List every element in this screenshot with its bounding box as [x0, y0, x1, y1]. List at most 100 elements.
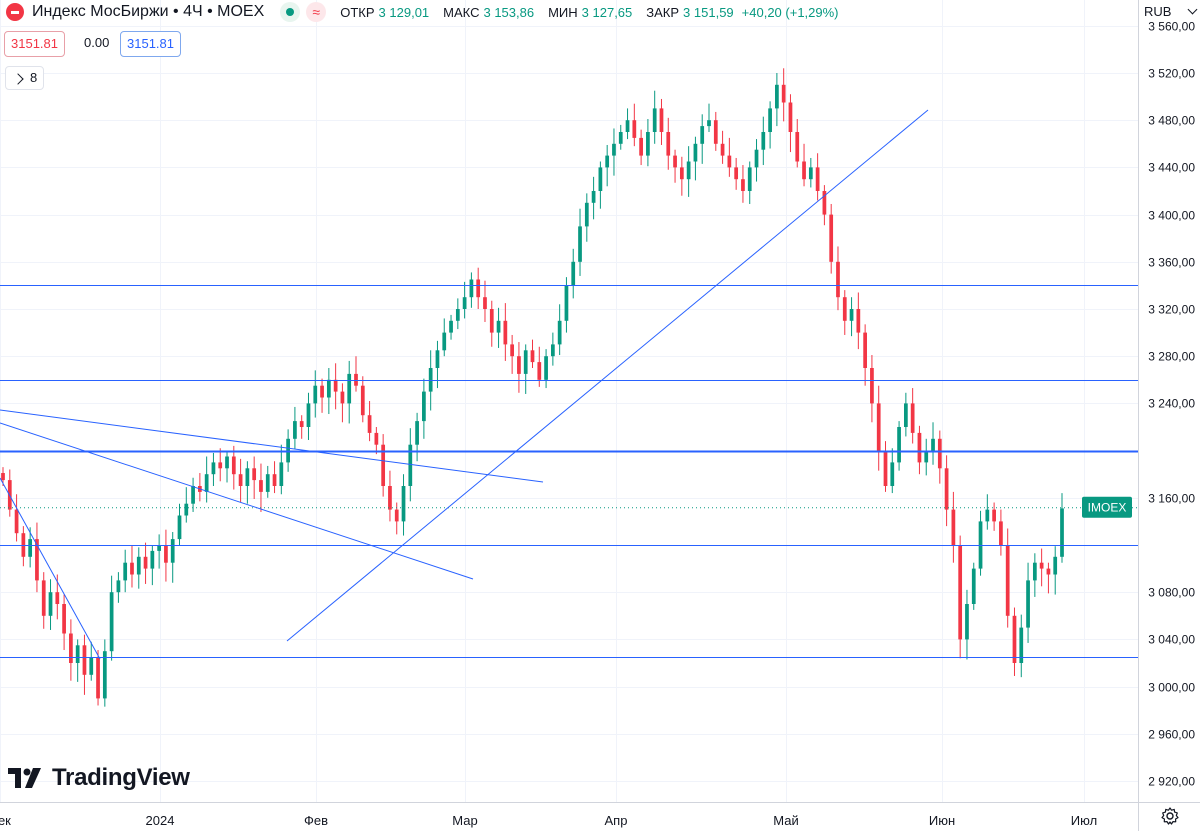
candle-body — [28, 539, 33, 557]
candle-body — [958, 545, 963, 640]
trendline[interactable] — [0, 409, 544, 483]
candle-body — [489, 309, 494, 333]
x-tick-label: Июн — [929, 813, 955, 828]
y-tick-label: 3 520,00 — [1148, 67, 1195, 81]
candle-body — [231, 456, 236, 475]
candle-body — [245, 468, 250, 486]
candle-body — [279, 462, 284, 486]
candle-body — [347, 373, 352, 404]
trendline-drawings[interactable] — [0, 109, 929, 660]
candle-body — [842, 297, 847, 321]
candle-body — [761, 132, 766, 150]
candle-body — [503, 320, 508, 345]
candle-body — [836, 261, 840, 298]
candle-body — [944, 468, 949, 510]
candle-body — [299, 421, 304, 427]
candle-body — [496, 320, 501, 333]
candle-body — [394, 509, 399, 522]
symbol-title[interactable]: Индекс МосБиржи • 4Ч • MOEX — [32, 3, 265, 20]
candle-body — [598, 167, 603, 191]
candle-body — [313, 385, 318, 404]
candle-body — [41, 580, 46, 616]
candle-body — [659, 108, 664, 132]
candle-body — [109, 592, 114, 652]
candle-body — [374, 432, 379, 445]
candle-body — [116, 580, 121, 593]
candle-body — [1005, 545, 1010, 616]
candle-body — [184, 503, 189, 516]
candle-body — [388, 486, 392, 510]
candle-body — [754, 149, 759, 168]
candle-body — [937, 438, 942, 469]
candle-body — [713, 120, 718, 144]
sell-button[interactable]: 3151.81 — [4, 31, 65, 57]
x-tick-label: Дек — [0, 813, 11, 828]
candle-body — [225, 456, 229, 469]
candle-body — [69, 633, 73, 663]
close-value: 3 151,59 — [683, 4, 734, 20]
candle-body — [401, 486, 406, 522]
candle-body — [822, 191, 827, 215]
candle-body — [727, 155, 732, 168]
trendline[interactable] — [0, 422, 474, 580]
candle-body — [829, 214, 834, 262]
candle-body — [422, 391, 426, 422]
candle-body — [639, 137, 643, 156]
candle-body — [360, 385, 365, 416]
candle-body — [876, 403, 881, 451]
candle-body — [218, 462, 223, 469]
indicators-toggle[interactable]: 8 — [5, 66, 45, 90]
candle-body — [849, 309, 854, 321]
currency-label: RUB — [1144, 4, 1172, 19]
candle-body — [788, 102, 793, 132]
x-tick-label: 2024 — [146, 813, 175, 828]
candle-body — [381, 444, 386, 486]
candle-body — [910, 403, 915, 433]
candle-body — [1019, 627, 1024, 663]
candle-body — [259, 480, 263, 492]
y-tick-label: 3 240,00 — [1148, 397, 1195, 411]
gear-icon[interactable] — [1160, 806, 1180, 826]
delayed-data-icon[interactable]: ≈ — [306, 2, 327, 22]
candle-body — [517, 356, 521, 374]
candle-body — [469, 279, 474, 298]
candle-body — [252, 468, 257, 481]
buy-button[interactable]: 3151.81 — [120, 31, 181, 57]
candle-body — [679, 167, 684, 180]
tradingview-logo[interactable]: TradingView — [8, 763, 190, 793]
market-status-icon[interactable] — [280, 2, 301, 22]
y-tick-label: 3 080,00 — [1148, 586, 1195, 600]
tradingview-logo-icon — [8, 768, 41, 788]
candle-body — [808, 167, 813, 180]
candle-body — [523, 350, 528, 374]
candle-body — [571, 261, 576, 286]
candle-body — [306, 403, 311, 427]
candle-body — [931, 438, 935, 451]
trendline[interactable] — [0, 477, 101, 660]
y-tick-label: 3 040,00 — [1148, 633, 1195, 647]
ticker-tag — [1082, 496, 1132, 518]
candle-body — [354, 373, 358, 386]
candle-body — [781, 84, 786, 103]
horizontal-levels[interactable]: 3 340,003 260,003 200,003 120,003 025,00… — [0, 275, 1200, 668]
currency-selector[interactable]: RUB — [1140, 2, 1200, 22]
candle-body — [333, 379, 338, 392]
open-label: ОТКР — [340, 4, 375, 20]
symbol-header: Индекс МосБиржи • 4Ч • MOEX ≈ ОТКР 3 129,… — [0, 0, 839, 24]
candle-body — [999, 521, 1003, 545]
candlestick-series — [0, 68, 1138, 707]
candle-body — [971, 568, 976, 604]
candle-body — [734, 167, 739, 180]
candle-body — [544, 356, 548, 380]
candle-body — [150, 550, 155, 569]
candle-body — [204, 474, 209, 492]
x-tick-label: Мар — [452, 813, 477, 828]
candle-body — [238, 474, 243, 486]
trendline[interactable] — [286, 109, 929, 642]
candle-body — [476, 279, 481, 298]
candle-body — [35, 539, 39, 581]
candle-body — [883, 450, 888, 486]
candle-body — [143, 556, 148, 569]
candle-body — [272, 474, 277, 486]
